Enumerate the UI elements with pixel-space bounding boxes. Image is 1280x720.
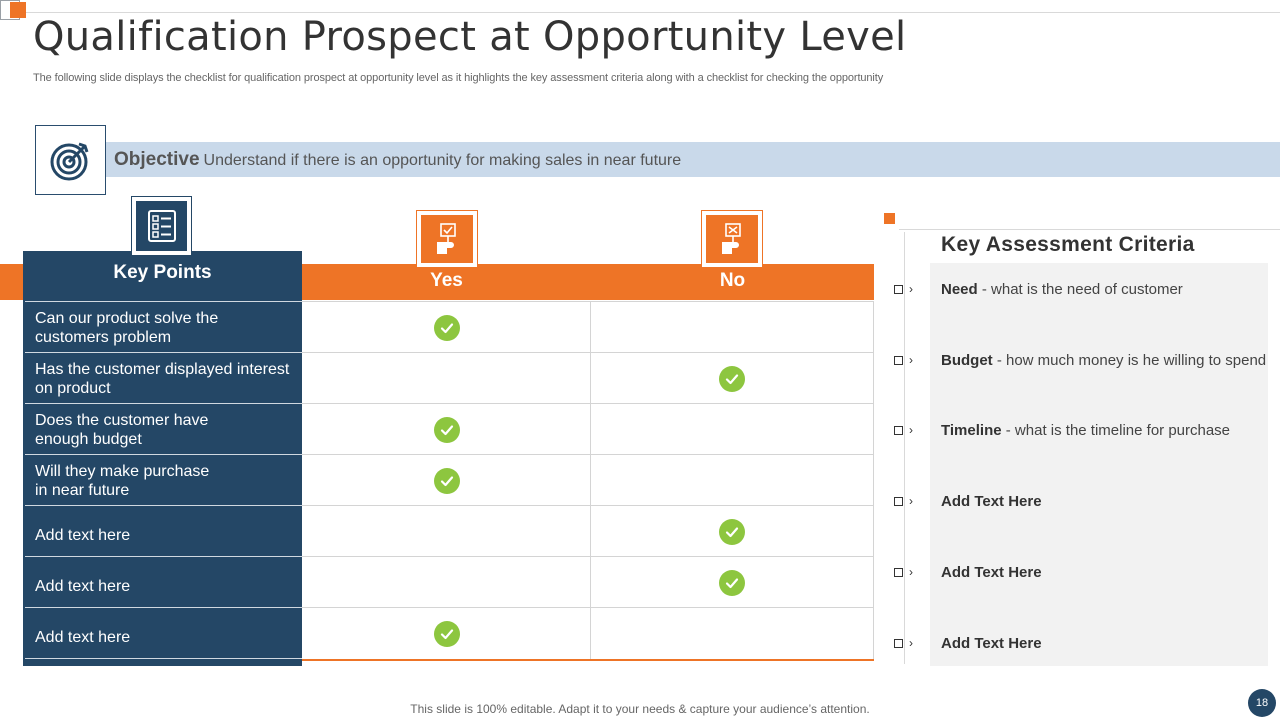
- key-point-line: Does the customer have: [35, 412, 209, 429]
- row-separator: [25, 403, 302, 404]
- key-point-line: on product: [35, 380, 111, 397]
- page-subtitle: The following slide displays the checkli…: [33, 72, 884, 84]
- key-point-line: Add text here: [35, 629, 131, 646]
- no-column-header: No: [719, 270, 746, 291]
- table-right-border: [873, 301, 874, 659]
- chevron-right-icon: ›: [909, 636, 913, 650]
- criteria-item-label: Add Text Here: [941, 564, 1042, 581]
- objective-description: Understand if there is an opportunity fo…: [203, 152, 682, 169]
- key-point-line: Can our product solve the: [35, 310, 219, 327]
- check-icon: [719, 366, 745, 392]
- objective-text-line: Objective Understand if there is an oppor…: [114, 149, 681, 171]
- chevron-right-icon: ›: [909, 282, 913, 296]
- key-point-line: customers problem: [35, 329, 172, 346]
- target-icon: [35, 125, 106, 195]
- objective-label: Objective: [114, 149, 200, 170]
- row-separator: [25, 607, 302, 608]
- key-point-line: Has the customer displayed interest: [35, 361, 290, 378]
- criteria-item-label: Timeline: [941, 422, 1002, 439]
- criteria-item: Add Text Here: [941, 564, 1042, 581]
- check-icon: [719, 519, 745, 545]
- check-icon: [434, 315, 460, 341]
- criteria-top-divider: [899, 229, 1280, 230]
- key-point-text: Does the customer have enough budget: [35, 411, 297, 449]
- criteria-item: Timeline - what is the timeline for purc…: [941, 422, 1230, 439]
- criteria-item: Need - what is the need of customer: [941, 281, 1183, 298]
- check-icon: [434, 468, 460, 494]
- chevron-right-icon: ›: [909, 353, 913, 367]
- row-separator: [302, 301, 874, 302]
- check-icon: [434, 621, 460, 647]
- criteria-item-description: - what is the timeline for purchase: [1001, 422, 1231, 439]
- criteria-item-label: Add Text Here: [941, 635, 1042, 652]
- row-separator: [25, 301, 302, 302]
- criteria-bullet-icon: [894, 568, 903, 577]
- criteria-item: Add Text Here: [941, 493, 1042, 510]
- criteria-item: Budget - how much money is he willing to…: [941, 352, 1266, 369]
- criteria-item-label: Need: [941, 281, 978, 298]
- criteria-item-label: Budget: [941, 352, 993, 369]
- row-separator: [302, 556, 874, 557]
- key-point-text: Can our product solve the customers probl…: [35, 309, 297, 347]
- key-points-panel: [23, 251, 302, 666]
- criteria-bullet-icon: [894, 497, 903, 506]
- criteria-item-label: Add Text Here: [941, 493, 1042, 510]
- criteria-bullet-icon: [894, 356, 903, 365]
- key-point-text: Add text here: [35, 526, 297, 545]
- corner-accent: [10, 2, 26, 18]
- criteria-timeline: [904, 232, 905, 664]
- chevron-right-icon: ›: [909, 494, 913, 508]
- key-points-header: Key Points: [113, 262, 212, 283]
- table-bottom-border: [302, 659, 874, 661]
- key-point-line: Will they make purchase: [35, 463, 210, 480]
- chevron-right-icon: ›: [909, 423, 913, 437]
- key-point-line: Add text here: [35, 527, 131, 544]
- criteria-item-description: - what is the need of customer: [977, 281, 1183, 298]
- key-point-text: Add text here: [35, 577, 297, 596]
- check-icon: [434, 417, 460, 443]
- key-point-line: in near future: [35, 482, 130, 499]
- page-title: Qualification Prospect at Opportunity Le…: [33, 14, 907, 60]
- key-point-line: Add text here: [35, 578, 131, 595]
- row-separator: [302, 454, 874, 455]
- row-separator: [25, 352, 302, 353]
- row-separator: [302, 607, 874, 608]
- criteria-item: Add Text Here: [941, 635, 1042, 652]
- row-separator: [25, 658, 302, 659]
- key-point-text: Has the customer displayed interest on pr…: [35, 360, 297, 398]
- criteria-bullet-icon: [894, 639, 903, 648]
- approve-hand-icon: [416, 210, 478, 268]
- row-separator: [25, 556, 302, 557]
- page-number: 18: [1248, 689, 1276, 717]
- row-separator: [25, 505, 302, 506]
- column-divider: [590, 301, 591, 659]
- check-icon: [719, 570, 745, 596]
- criteria-title: Key Assessment Criteria: [941, 233, 1195, 256]
- key-point-text: Will they make purchase in near future: [35, 462, 297, 500]
- row-separator: [25, 454, 302, 455]
- chevron-right-icon: ›: [909, 565, 913, 579]
- criteria-bullet-icon: [894, 426, 903, 435]
- criteria-item-description: - how much money is he willing to spend: [992, 352, 1267, 369]
- yes-column-header: Yes: [430, 270, 463, 291]
- footer-note: This slide is 100% editable. Adapt it to…: [410, 702, 870, 716]
- criteria-panel: [930, 263, 1268, 666]
- reject-hand-icon: [701, 210, 763, 268]
- criteria-accent: [884, 213, 895, 224]
- top-divider: [26, 12, 1280, 13]
- key-point-text: Add text here: [35, 628, 297, 647]
- row-separator: [302, 403, 874, 404]
- row-separator: [302, 352, 874, 353]
- key-point-line: enough budget: [35, 431, 142, 448]
- objective-bar: [106, 142, 1280, 177]
- checklist-icon: [131, 196, 192, 256]
- row-separator: [302, 505, 874, 506]
- criteria-bullet-icon: [894, 285, 903, 294]
